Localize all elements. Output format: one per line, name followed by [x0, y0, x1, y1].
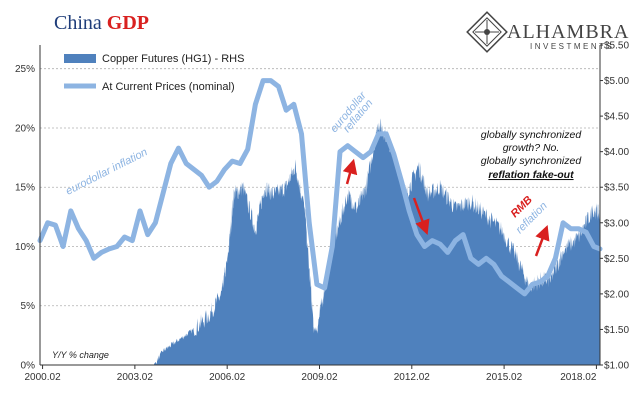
y-right-tick-1: $1.50 [604, 325, 629, 336]
y-left-tick-1: 5% [21, 301, 36, 312]
chart-title-china: China [54, 12, 102, 34]
annotation-gs-line2: growth? No. [503, 142, 560, 154]
logo-name: ALHAMBRA [507, 21, 629, 43]
annotation-gs-line3: globally synchronized [481, 155, 583, 167]
y-left-tick-5: 25% [15, 64, 35, 75]
y-right-tick-9: $5.50 [604, 41, 629, 52]
gdp-line [37, 78, 603, 297]
y-left-tick-4: 20% [15, 123, 35, 134]
y-left-tick-3: 15% [15, 183, 35, 194]
x-tick-3: 2009.02 [301, 372, 338, 383]
x-tick-1: 2003.02 [117, 372, 154, 383]
y-right-tick-4: $3.00 [604, 218, 629, 229]
alhambra-logo: ALHAMBRA INVESTMENTS [466, 11, 629, 53]
y-left-tick-0: 0% [21, 361, 36, 372]
legend-label-copper: Copper Futures (HG1) - RHS [102, 53, 244, 65]
x-tick-4: 2012.02 [394, 372, 431, 383]
legend: Copper Futures (HG1) - RHS At Current Pr… [64, 53, 244, 93]
arrow-up-2016 [534, 224, 550, 257]
annotation-gs-line4: reflation fake-out [488, 169, 574, 181]
y-right-tick-0: $1.00 [604, 361, 629, 372]
logo-sub: INVESTMENTS [530, 42, 614, 51]
y-right-tick-6: $4.00 [604, 147, 629, 158]
annotation-eurodollar-inflation: eurodollar inflation [64, 146, 150, 198]
y-right-tick-3: $2.50 [604, 254, 629, 265]
legend-label-gdp: At Current Prices (nominal) [102, 81, 235, 93]
arrow-down-2012 [412, 197, 430, 236]
gdp-series [37, 78, 603, 297]
y-right-tick-7: $4.50 [604, 112, 629, 123]
x-tick-6: 2018.02 [560, 372, 597, 383]
y-right-tick-2: $2.00 [604, 289, 629, 300]
y-left-tick-2: 10% [15, 242, 35, 253]
copper-series [40, 118, 600, 365]
x-tick-0: 2000.02 [24, 372, 61, 383]
yy-note: Y/Y % change [52, 350, 109, 360]
legend-swatch-copper [64, 54, 96, 63]
copper-area [40, 118, 600, 365]
y-right-tick-5: $3.50 [604, 183, 629, 194]
grid [40, 68, 600, 307]
logo-diamond-icon [466, 11, 508, 53]
x-tick-2: 2006.02 [209, 372, 246, 383]
annotation-gs-line1: globally synchronized [481, 129, 583, 141]
arrow-up-2010 [342, 158, 358, 185]
chart-title: China GDP [54, 12, 149, 34]
y-right-tick-8: $5.00 [604, 76, 629, 87]
chart-title-gdp: GDP [107, 12, 149, 34]
x-tick-5: 2015.02 [486, 372, 523, 383]
axes: 0% 5% 10% 15% 20% 25% $1.00 $1.50 $2.00 $2.50 $3.0… [15, 41, 629, 384]
